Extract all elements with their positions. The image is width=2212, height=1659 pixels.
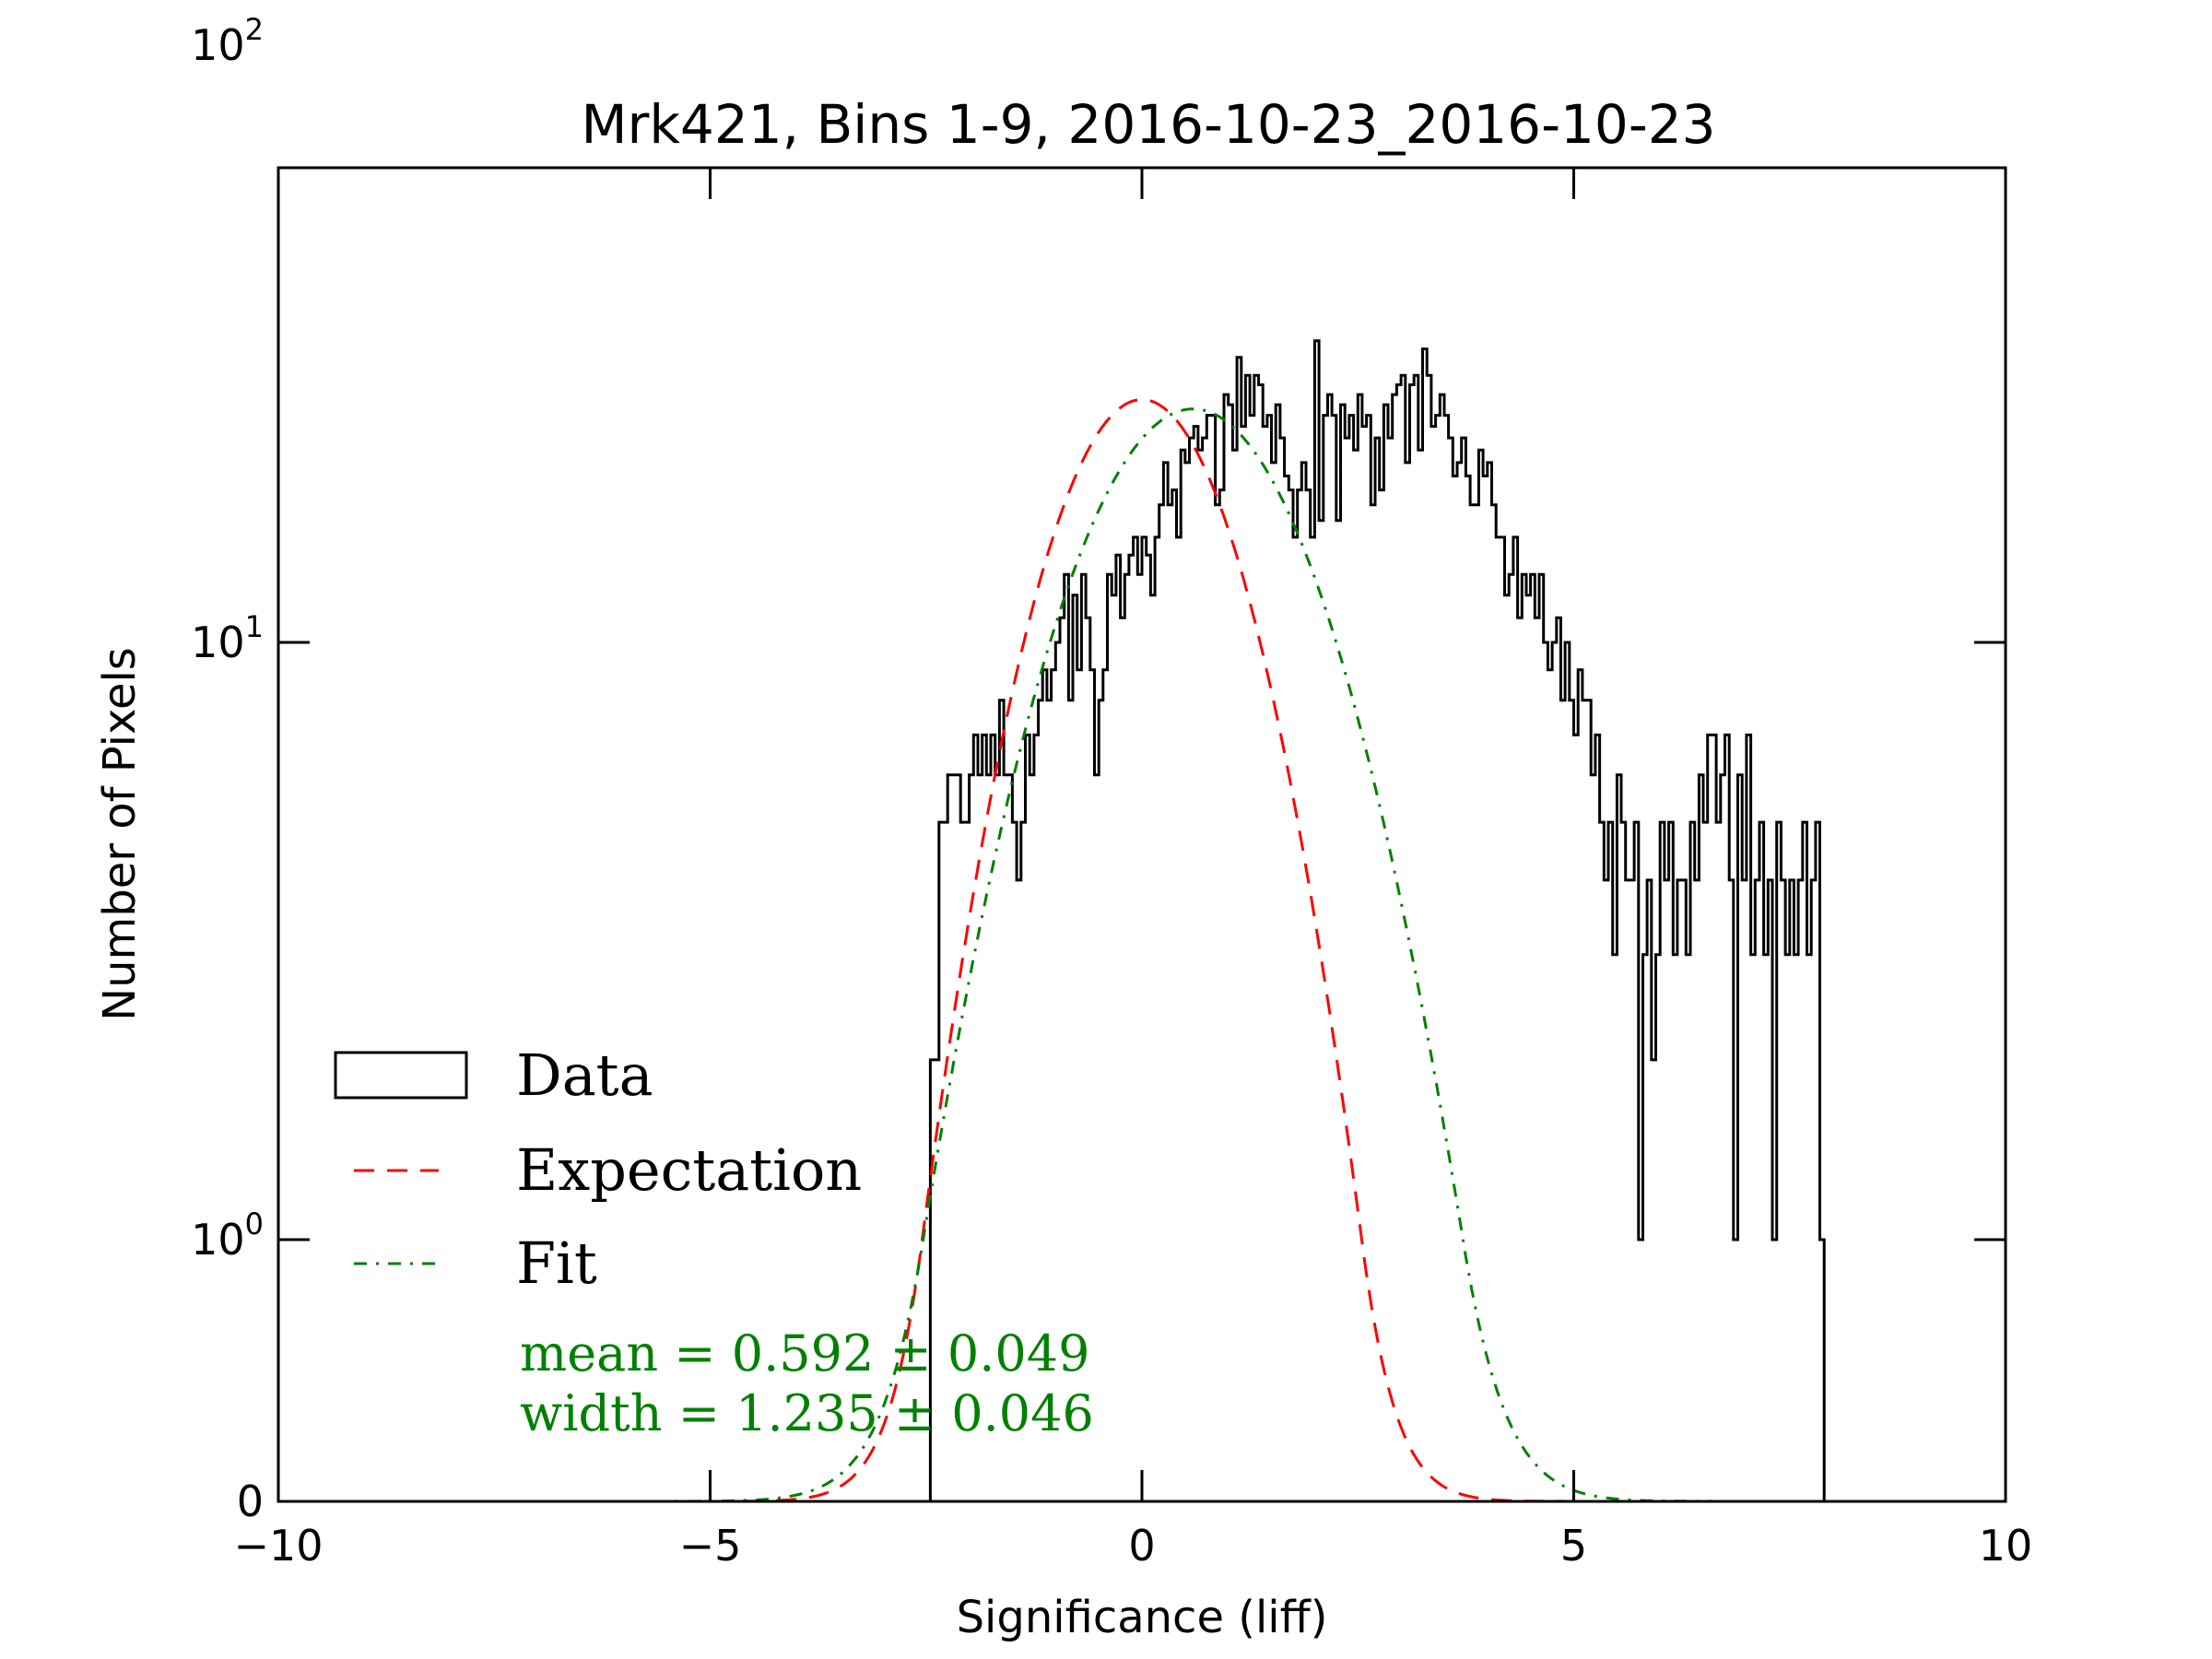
y-tick-label: 102 <box>191 12 264 70</box>
x-tick-label: 10 <box>1979 1521 2033 1571</box>
legend-label-data: Data <box>516 1041 653 1109</box>
fit-width-annotation: width = 1.235 ± 0.046 <box>520 1384 1094 1442</box>
legend-label-fit: Fit <box>516 1230 597 1297</box>
legend: Data Expectation Fit <box>334 1041 862 1297</box>
y-tick-label: 100 <box>191 1206 264 1265</box>
legend-swatch-data <box>334 1051 468 1100</box>
fit-mean-annotation: mean = 0.592 ± 0.049 <box>520 1324 1089 1382</box>
x-tick-label: 0 <box>1128 1521 1155 1571</box>
x-tick-label: −5 <box>679 1521 742 1571</box>
y-tick-label: 0 <box>237 1477 264 1526</box>
chart-title: Mrk421, Bins 1-9, 2016-10-23_2016-10-23 <box>581 93 1715 156</box>
data-histogram-series <box>928 339 1846 1503</box>
x-tick-label: −10 <box>233 1521 323 1571</box>
legend-label-expectation: Expectation <box>516 1136 862 1204</box>
y-tick-label: 101 <box>191 609 264 667</box>
x-tick-label: 5 <box>1560 1521 1587 1571</box>
y-axis-label: Number of Pixels <box>94 647 146 1021</box>
x-axis-label: Significance (liff) <box>957 1592 1328 1643</box>
